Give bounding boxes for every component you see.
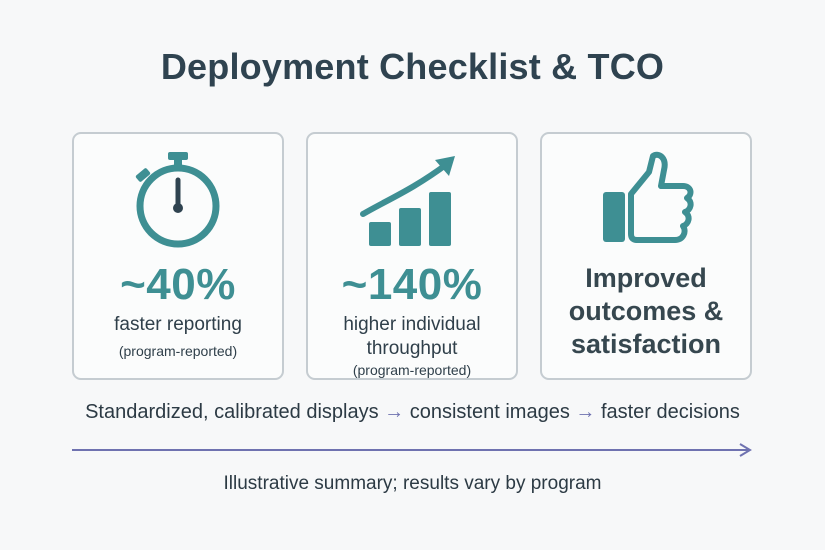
flow-arrow-icon: → [575, 401, 596, 423]
thumbs-up-icon [542, 150, 750, 250]
stat-value: ~40% [120, 260, 236, 309]
source-note: (program-reported) [118, 343, 238, 359]
outcome-line3: satisfaction [570, 329, 722, 359]
flow-step-3: faster decisions [600, 401, 740, 423]
footnote: Illustrative summary; results vary by pr… [223, 473, 602, 494]
flow-arrow-icon: → [384, 401, 405, 423]
timeline-arrow-icon [72, 442, 754, 458]
stat-value: ~140% [341, 260, 483, 309]
stat-description: faster reporting [114, 314, 242, 335]
outcome-line1: Improved [585, 263, 707, 293]
outcome-line2: outcomes & [568, 296, 724, 326]
source-note: (program-reported) [352, 362, 472, 378]
rising-bar-chart-icon [308, 150, 516, 250]
stat-card-reporting: ~40% faster reporting (program-reported) [72, 132, 284, 380]
stat-card-throughput: ~140% higher individual throughput (prog… [306, 132, 518, 380]
stat-description-line2: throughput [366, 338, 458, 359]
outcome-text: Improved outcomes & satisfaction [542, 262, 750, 361]
outcome-card: Improved outcomes & satisfaction [540, 132, 752, 380]
flow-step-1: Standardized, calibrated displays [85, 401, 379, 423]
flow-step-2: consistent images [409, 401, 570, 423]
process-flow: Standardized, calibrated displays → cons… [0, 401, 825, 424]
stat-description-line1: higher individual [343, 314, 481, 335]
stopwatch-icon [74, 150, 282, 250]
page-title: Deployment Checklist & TCO [160, 46, 665, 87]
